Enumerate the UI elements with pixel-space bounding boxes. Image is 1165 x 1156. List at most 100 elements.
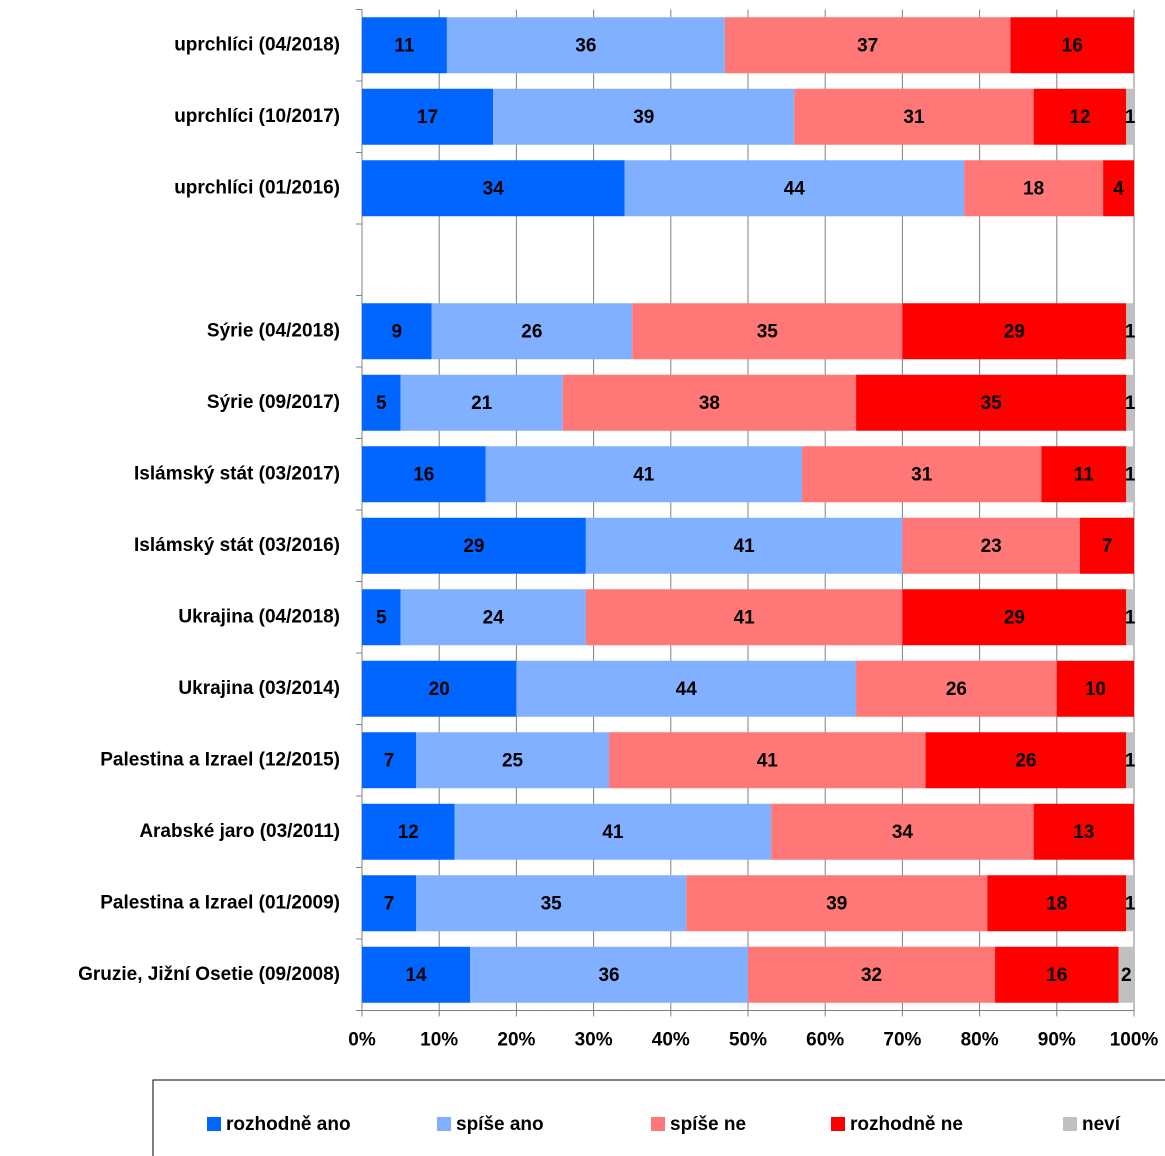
value-label: 36 [598,965,619,986]
bar-segment [362,446,486,503]
y-tick-label: uprchlíci (04/2018) [174,34,340,55]
value-label: 36 [575,35,596,56]
legend-swatch [1063,1117,1077,1131]
value-label: 4 [1113,178,1124,199]
bar-segment [470,946,748,1003]
x-tick-label: 50% [729,1030,767,1051]
y-tick-label: Sýrie (04/2018) [207,320,340,341]
value-label: 9 [391,321,402,342]
bar-segment [431,303,633,360]
legend-label: rozhodně ne [850,1114,963,1135]
value-label: 14 [405,965,427,986]
bar-segment [794,88,1034,145]
bar-segment [362,660,517,717]
bar-segment [446,17,725,74]
value-label: 21 [471,393,493,414]
value-label: 35 [981,393,1003,414]
value-label: 12 [398,822,419,843]
y-tick-label: Islámský stát (03/2016) [134,535,340,556]
bar-segment [1118,946,1134,1003]
value-label: 38 [699,393,720,414]
bar-segment [516,660,857,717]
bar-segment [1126,875,1134,932]
value-label: 11 [1074,464,1095,485]
bar-segment [686,875,988,932]
bar-segment [724,17,1011,74]
x-tick-label: 30% [575,1030,613,1051]
bar-segment [902,303,1127,360]
value-label: 23 [981,536,1002,557]
bar-segment [485,446,803,503]
bar-segment [1033,88,1127,145]
bar-segment [1103,160,1134,217]
y-tick-label: uprchlíci (10/2017) [174,106,340,127]
value-label: 26 [946,679,967,700]
value-label: 29 [463,536,484,557]
value-label: 31 [911,464,933,485]
x-tick-label: 90% [1038,1030,1076,1051]
value-label: 18 [1046,893,1067,914]
bar-segment [362,803,455,860]
value-label: 34 [892,822,914,843]
y-tick-label: Gruzie, Jižní Osetie (09/2008) [78,964,340,985]
value-label: 41 [734,536,756,557]
bar-segment [362,946,471,1003]
value-label: 26 [1015,750,1036,771]
y-tick-label: uprchlíci (01/2016) [174,177,340,198]
value-label: 13 [1073,822,1094,843]
value-label: 34 [483,178,505,199]
legend-label: neví [1082,1114,1121,1135]
bar-segment [609,732,926,789]
bar-segment [362,374,401,431]
y-tick-label: Palestina a Izrael (12/2015) [100,749,340,770]
legend-label: spíše ne [670,1114,746,1135]
bar-segment [585,589,903,646]
value-label: 12 [1069,107,1090,128]
y-tick-label: Ukrajina (03/2014) [178,678,340,699]
bar-segment [362,17,447,74]
value-label: 35 [541,893,563,914]
legend-label: rozhodně ano [226,1114,351,1135]
legend-label: spíše ano [456,1114,544,1135]
bar-segment [902,517,1080,574]
value-label: 1 [1125,107,1136,128]
legend-box [152,1079,1165,1156]
bar-segment [1126,374,1134,431]
bar-segment [362,517,586,574]
bar-segment [856,374,1127,431]
value-label: 7 [384,750,395,771]
value-label: 1 [1125,607,1136,628]
bar-segment [362,303,432,360]
legend-swatch [651,1117,665,1131]
bar-segment [362,160,625,217]
value-label: 39 [826,893,847,914]
bar-segment [925,732,1127,789]
value-label: 5 [376,393,387,414]
bar-segment [362,875,417,932]
x-tick-label: 70% [883,1030,921,1051]
value-label: 5 [376,607,387,628]
value-label: 10 [1085,679,1106,700]
bar-segment [362,589,401,646]
value-label: 41 [734,607,756,628]
bar-segment [771,803,1034,860]
x-tick-label: 40% [652,1030,690,1051]
bar-segment [454,803,772,860]
bar-segment [1126,589,1134,646]
value-label: 7 [1102,536,1113,557]
bar-segment [1126,303,1134,360]
bar-segment [1041,446,1127,503]
bar-segment [1033,803,1134,860]
value-label: 29 [1004,321,1025,342]
value-label: 1 [1125,464,1136,485]
bar-segment [624,160,965,217]
value-label: 35 [757,321,779,342]
x-tick-label: 80% [961,1030,999,1051]
value-label: 17 [417,107,438,128]
x-tick-label: 0% [348,1030,376,1051]
bar-segment [562,374,857,431]
value-label: 16 [1046,965,1067,986]
bar-segment [416,875,687,932]
value-label: 32 [861,965,882,986]
value-label: 1 [1125,893,1136,914]
